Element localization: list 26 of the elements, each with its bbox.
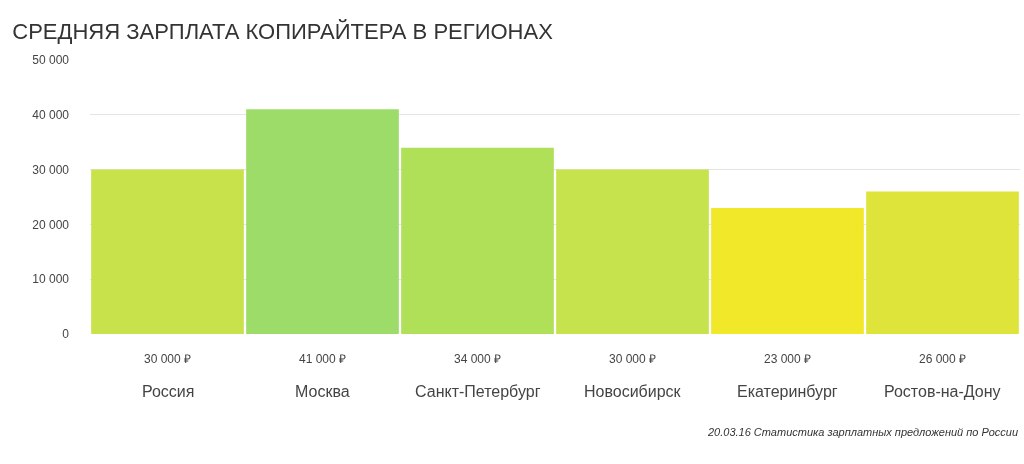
bar xyxy=(401,147,554,334)
data-label: 30 000 ₽ xyxy=(144,352,192,366)
data-label: 41 000 ₽ xyxy=(299,352,347,366)
bar xyxy=(91,169,244,334)
y-tick-label: 20 000 xyxy=(32,217,70,232)
bar xyxy=(246,109,399,334)
y-tick-label: 10 000 xyxy=(32,272,70,287)
bar xyxy=(711,207,864,334)
data-label: 26 000 ₽ xyxy=(919,352,967,366)
y-tick-label: 30 000 xyxy=(32,162,70,177)
x-tick-label: Санкт-Петербург xyxy=(415,383,541,400)
data-label: 23 000 ₽ xyxy=(764,352,812,366)
chart-title: СРЕДНЯЯ ЗАРПЛАТА КОПИРАЙТЕРА В РЕГИОНАХ xyxy=(12,18,554,44)
y-tick-label: 40 000 xyxy=(32,108,70,122)
x-tick-label: Россия xyxy=(142,383,195,400)
text: 20.03.16 Статистика зарплатных предложений по России xyxy=(707,426,1019,438)
bar xyxy=(866,191,1019,334)
bar xyxy=(556,169,709,334)
x-tick-label: Новосибирск xyxy=(584,383,682,400)
y-tick-label: 0 xyxy=(62,327,70,342)
data-label: 30 000 ₽ xyxy=(609,352,657,366)
y-tick-label: 50 000 xyxy=(32,53,70,68)
x-tick-label: Екатеринбург xyxy=(737,383,838,400)
data-label: 34 000 ₽ xyxy=(454,352,502,366)
x-tick-label: Москва xyxy=(295,383,350,400)
x-tick-label: Ростов-на-Дону xyxy=(884,383,1001,400)
